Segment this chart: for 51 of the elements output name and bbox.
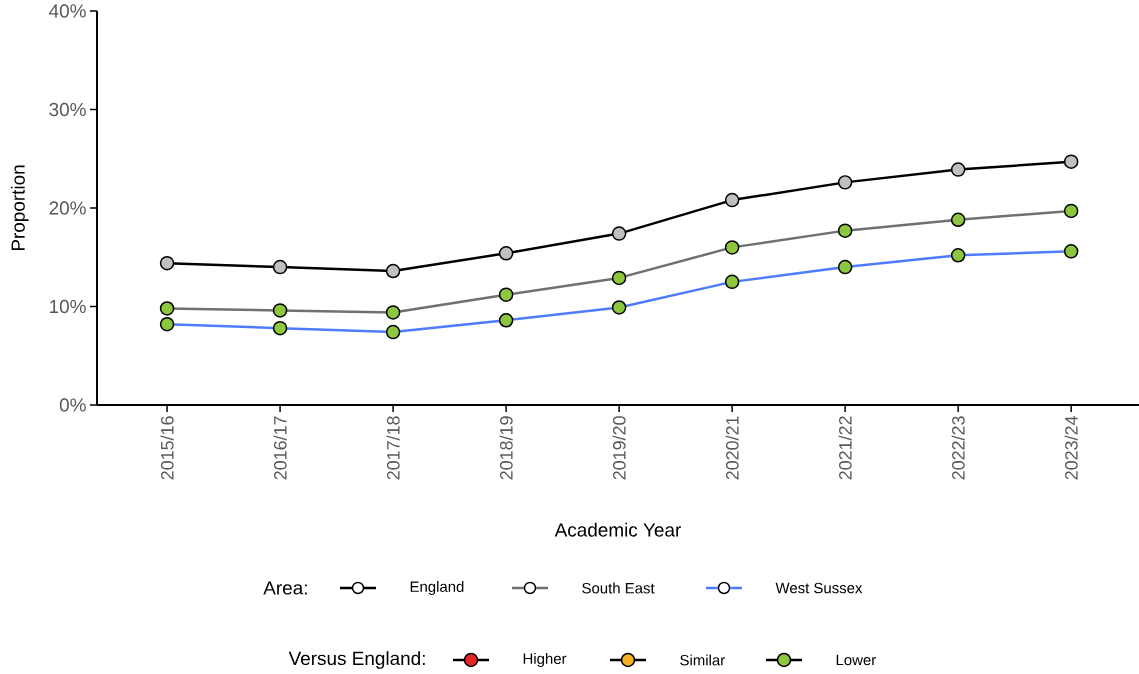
point bbox=[272, 320, 288, 336]
x-axis-title: Academic Year bbox=[554, 522, 681, 537]
point bbox=[385, 263, 401, 279]
point bbox=[1063, 203, 1079, 219]
point bbox=[159, 316, 175, 332]
y-axis-title: Proportion bbox=[10, 165, 29, 251]
legend-label: West Sussex bbox=[775, 582, 863, 594]
x-tick-label: 2022/23 bbox=[951, 416, 965, 480]
point bbox=[950, 212, 966, 228]
x-tick-label: 2015/16 bbox=[160, 416, 174, 480]
point bbox=[724, 274, 740, 290]
point bbox=[1063, 154, 1079, 169]
point bbox=[385, 305, 401, 320]
x-tick-label: 2019/20 bbox=[612, 416, 626, 480]
text: Versus England: bbox=[288, 651, 425, 669]
point bbox=[724, 240, 740, 255]
y-tick-label: 40% bbox=[49, 4, 86, 18]
legend-title: Area: bbox=[263, 581, 307, 595]
point bbox=[159, 301, 175, 316]
text: Similar bbox=[680, 654, 725, 666]
point bbox=[837, 259, 853, 275]
point bbox=[611, 300, 627, 315]
y-tick-label: 30% bbox=[49, 102, 86, 117]
point bbox=[837, 223, 853, 238]
x-tick-label: 2023/24 bbox=[1064, 416, 1078, 480]
x-tick-label: 2016/17 bbox=[273, 416, 287, 480]
legend-label: South East bbox=[582, 582, 655, 594]
point bbox=[272, 259, 288, 275]
text: Higher bbox=[523, 653, 567, 667]
point bbox=[724, 192, 740, 208]
point bbox=[498, 313, 514, 328]
x-tick-label: 2020/21 bbox=[725, 416, 739, 480]
point bbox=[950, 248, 966, 263]
point bbox=[611, 226, 627, 241]
point bbox=[498, 246, 514, 261]
y-tick-label: 20% bbox=[49, 201, 86, 215]
y-tick-label: 0% bbox=[59, 398, 86, 412]
point bbox=[611, 270, 627, 286]
x-tick-label: 2021/22 bbox=[838, 416, 852, 480]
text: Lower bbox=[836, 654, 876, 666]
point bbox=[272, 303, 288, 318]
point bbox=[837, 175, 853, 190]
point bbox=[159, 255, 175, 271]
point bbox=[950, 162, 966, 177]
legend-label: England bbox=[410, 581, 464, 595]
point bbox=[385, 324, 401, 340]
y-tick-label: 10% bbox=[50, 299, 86, 314]
point bbox=[498, 287, 514, 302]
point bbox=[1063, 244, 1079, 259]
x-tick-label: 2018/19 bbox=[499, 416, 513, 480]
x-tick-label: 2017/18 bbox=[386, 416, 400, 480]
